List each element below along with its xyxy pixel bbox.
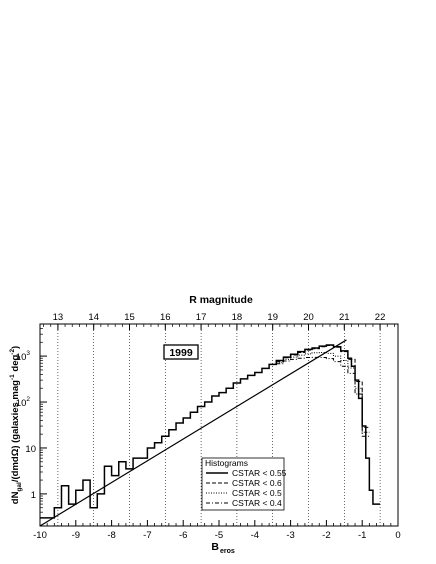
y-tick-label: 1 [31,490,36,501]
x-tick-label: -3 [286,530,294,541]
y-title-rest: /(dmdΩ) (galaxies mag [10,380,21,482]
annotation-box: 1999 [163,344,199,360]
svg-text:dNgal/(dmdΩ) (galaxies mag-1 d: dNgal/(dmdΩ) (galaxies mag-1 deg-2) [9,346,23,504]
y-axis-title: dNgal/(dmdΩ) (galaxies mag-1 deg-2) [9,346,23,504]
x-axis-title-main: B [211,541,219,553]
histogram-series-2 [276,345,370,428]
y-title-dn: dN [10,491,21,504]
x-tick-label: -7 [143,530,151,541]
legend-entry: CSTAR < 0.5 [232,488,282,498]
top-tick-label: 21 [339,312,350,323]
x-tick-label: -2 [322,530,330,541]
legend-entry: CSTAR < 0.6 [232,478,282,488]
y-tick-exponent: 3 [26,350,30,357]
histogram-series-3 [276,351,370,433]
top-tick-label: 17 [196,312,207,323]
top-tick-label: 18 [232,312,243,323]
top-tick-label: 19 [267,312,278,323]
y-title-deg: deg [10,355,21,375]
power-law-fit-line [39,339,347,527]
y-title-exp1: -1 [9,374,16,380]
annotation-label: 1999 [169,347,193,359]
legend-title: Histograms [205,458,248,468]
plot-frame [39,323,399,527]
legend-entry: CSTAR < 0.55 [232,468,287,478]
histogram-series-1 [40,344,381,519]
top-tick-label: 20 [303,312,314,323]
top-tick-label: 14 [88,312,99,323]
x-tick-label: -5 [215,530,223,541]
x-axis-title: B eros [211,541,234,555]
y-tick-exponent: 2 [26,396,30,403]
x-tick-label: -10 [33,530,47,541]
plot-area [39,339,381,527]
top-tick-label: 16 [160,312,171,323]
y-tick-label: 10 [25,444,36,455]
x-tick-label: -8 [107,530,115,541]
x-tick-label: -9 [72,530,80,541]
top-tick-label: 13 [53,312,64,323]
y-title-sub: gal [16,482,23,492]
x-tick-label: -1 [358,530,366,541]
top-tick-label: 15 [124,312,135,323]
x-axis-title-subscript: eros [220,548,235,555]
top-tick-label: 22 [375,312,386,323]
histogram-series-4 [276,356,370,437]
x-tick-label: 0 [395,530,400,541]
y-title-close: ) [10,346,21,349]
x-tick-label: -6 [179,530,187,541]
y-title-exp2: -2 [9,349,16,355]
x-tick-label: -4 [251,530,259,541]
legend-entry: CSTAR < 0.4 [232,498,282,508]
top-axis-title: R magnitude [189,294,253,306]
